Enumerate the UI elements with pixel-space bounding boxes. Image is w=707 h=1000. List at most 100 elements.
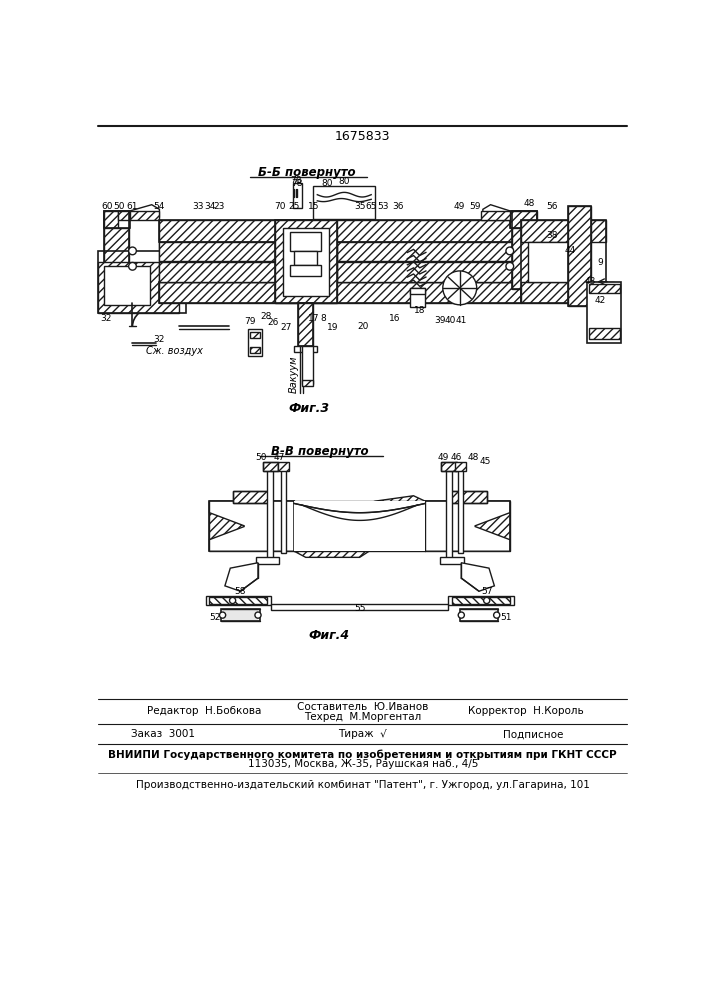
Text: Составитель  Ю.Иванов: Составитель Ю.Иванов — [297, 702, 428, 712]
Bar — [587, 282, 621, 343]
Bar — [458, 468, 463, 553]
Text: 49: 49 — [437, 453, 448, 462]
Text: ВНИИПИ Государственного комитета по изобретениям и открытиям при ГКНТ СССР: ВНИИПИ Государственного комитета по изоб… — [108, 749, 617, 760]
Text: 27: 27 — [281, 323, 292, 332]
Text: 41: 41 — [455, 316, 467, 325]
Bar — [527, 242, 573, 282]
Bar — [283, 228, 329, 296]
Bar — [250, 332, 260, 338]
Bar — [98, 251, 187, 312]
Circle shape — [255, 612, 261, 618]
Bar — [302, 380, 312, 386]
Bar — [250, 347, 260, 353]
Bar — [568, 206, 590, 306]
Text: 32: 32 — [153, 335, 165, 344]
Bar — [441, 462, 457, 471]
Text: 8: 8 — [320, 314, 327, 323]
Bar — [521, 220, 606, 242]
Bar — [267, 468, 274, 560]
Text: 40: 40 — [445, 316, 456, 325]
Bar — [425, 501, 510, 551]
Polygon shape — [130, 205, 160, 220]
Text: Тираж  √: Тираж √ — [339, 729, 387, 739]
Bar — [512, 211, 537, 289]
Text: 58: 58 — [235, 587, 246, 596]
Bar — [160, 262, 279, 282]
Circle shape — [129, 262, 136, 270]
Text: 25: 25 — [288, 202, 300, 211]
Text: 54: 54 — [153, 202, 165, 211]
Text: 1675833: 1675833 — [335, 130, 390, 143]
Text: Подписное: Подписное — [503, 729, 563, 739]
Circle shape — [458, 612, 464, 618]
Bar — [298, 303, 313, 346]
Text: 80: 80 — [322, 179, 333, 188]
Bar — [448, 491, 486, 503]
Text: 113035, Москва, Ж-35, Раушская наб., 4/5: 113035, Москва, Ж-35, Раушская наб., 4/5 — [247, 759, 478, 769]
Text: 52: 52 — [209, 613, 221, 622]
Bar — [275, 220, 337, 303]
Bar — [160, 282, 521, 303]
Text: 48: 48 — [523, 199, 534, 208]
Bar — [262, 462, 278, 471]
Bar — [510, 211, 537, 228]
Text: 50: 50 — [114, 202, 125, 211]
Bar — [440, 557, 464, 564]
Text: 70: 70 — [274, 202, 286, 211]
Text: 42: 42 — [595, 296, 605, 305]
Text: 79: 79 — [245, 317, 256, 326]
Text: 44: 44 — [564, 246, 575, 255]
Bar — [512, 228, 537, 289]
Bar — [160, 220, 521, 242]
Polygon shape — [425, 501, 510, 551]
Text: 34: 34 — [204, 202, 215, 211]
Circle shape — [484, 597, 490, 604]
Polygon shape — [209, 501, 294, 551]
Text: 78: 78 — [290, 176, 301, 185]
Bar — [209, 597, 267, 604]
Bar — [160, 282, 521, 303]
Circle shape — [219, 612, 226, 618]
Bar — [209, 501, 294, 551]
Bar — [455, 462, 466, 471]
Bar — [291, 265, 321, 276]
Text: 35: 35 — [354, 202, 366, 211]
Text: 50: 50 — [255, 453, 267, 462]
Text: 48: 48 — [468, 453, 479, 462]
Bar — [521, 220, 606, 303]
Bar — [409, 288, 425, 307]
Bar — [448, 491, 486, 503]
Circle shape — [506, 262, 514, 270]
Circle shape — [493, 612, 500, 618]
Bar — [568, 206, 590, 306]
Bar — [248, 329, 262, 356]
Text: Производственно-издательский комбинат "Патент", г. Ужгород, ул.Гагарина, 101: Производственно-издательский комбинат "П… — [136, 780, 590, 790]
Text: 80: 80 — [339, 177, 350, 186]
Bar — [294, 251, 317, 265]
Bar — [233, 491, 271, 503]
Text: 43: 43 — [585, 277, 596, 286]
Bar — [221, 609, 259, 621]
Text: 32: 32 — [100, 314, 111, 323]
Text: 47: 47 — [273, 453, 284, 462]
Circle shape — [230, 597, 235, 604]
Bar — [589, 328, 620, 339]
Bar — [160, 220, 521, 242]
Text: 16: 16 — [389, 314, 400, 323]
Bar — [460, 609, 498, 621]
Bar — [446, 468, 452, 560]
Text: 26: 26 — [268, 318, 279, 327]
Text: 36: 36 — [392, 202, 404, 211]
Text: 9: 9 — [597, 258, 603, 267]
Bar — [409, 288, 425, 294]
Bar — [104, 266, 150, 305]
Polygon shape — [294, 501, 425, 551]
Bar — [233, 491, 271, 503]
Text: 60: 60 — [101, 202, 113, 211]
Polygon shape — [225, 563, 258, 591]
Bar — [118, 211, 130, 220]
Circle shape — [506, 247, 514, 255]
Bar — [209, 501, 294, 551]
Bar — [441, 462, 457, 471]
Bar — [256, 557, 279, 564]
